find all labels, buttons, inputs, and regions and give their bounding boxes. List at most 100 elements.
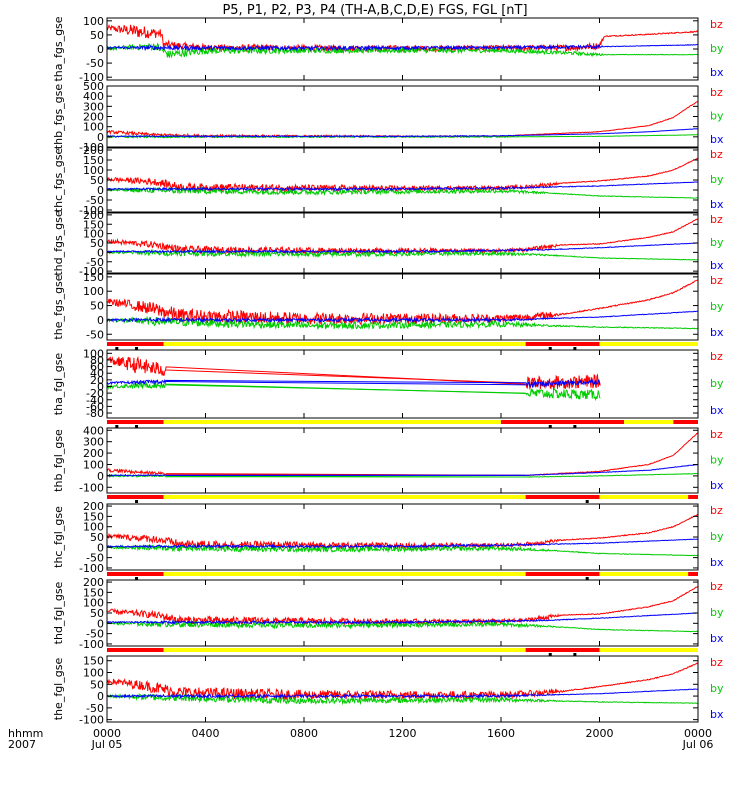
series-by-line: [107, 543, 698, 557]
series-bx-line: [107, 310, 698, 324]
panel-legend: bz by bx: [710, 656, 724, 721]
y-tick-label: 100: [83, 521, 104, 534]
legend-bz: bz: [710, 274, 723, 287]
panel-legend: bz by bx: [710, 213, 724, 272]
series-by-line: [107, 315, 698, 331]
mode-bar: [107, 495, 698, 503]
y-tick-label: -100: [79, 204, 104, 217]
mode-bar: [107, 648, 698, 656]
mode-bar-segment: [163, 342, 526, 346]
mode-bar: [107, 572, 698, 580]
y-tick-label: -100: [79, 141, 104, 154]
legend-by: by: [710, 236, 724, 249]
y-tick-label: 0: [97, 617, 104, 630]
mode-bar-mark: [548, 347, 552, 350]
x-tick-label: 1200: [389, 727, 417, 740]
x-tick-label: 0400: [192, 727, 220, 740]
y-tick-label: 200: [83, 447, 104, 460]
mode-bar-segment: [107, 342, 164, 346]
y-tick-label: -100: [79, 71, 104, 84]
legend-by: by: [710, 606, 724, 619]
y-tick-label: 500: [83, 80, 104, 93]
legend-bx: bx: [710, 556, 724, 569]
series-by-line: [107, 381, 601, 402]
series-bz-line: [107, 355, 601, 391]
panel-ylabel: thc_fgl_gse: [52, 506, 65, 568]
mode-bar: [107, 342, 698, 350]
y-tick-label: 100: [83, 285, 104, 298]
y-tick-label: 150: [83, 271, 104, 284]
y-tick-label: -100: [79, 714, 104, 727]
panel-ylabel: thc_fgs_gse: [52, 148, 65, 213]
x-tick-label: 1600: [487, 727, 515, 740]
panel-legend: bz by bx: [710, 274, 724, 339]
legend-bz: bz: [710, 86, 723, 99]
series-bx-gap-line: [166, 381, 526, 386]
y-tick-label: 50: [90, 237, 104, 250]
legend-by: by: [710, 42, 724, 55]
series-by-gap-line: [166, 475, 526, 478]
series-bx-line: [107, 181, 698, 192]
y-tick-label: 200: [83, 576, 104, 589]
panel-legend: bz by bx: [710, 428, 724, 492]
y-tick-label: -100: [79, 638, 104, 651]
panel-legend: bz by bx: [710, 18, 724, 79]
mode-bar: [107, 420, 698, 428]
y-tick-label: 0: [97, 131, 104, 144]
legend-by: by: [710, 377, 724, 390]
legend-bx: bx: [710, 326, 724, 339]
y-tick-label: 100: [83, 121, 104, 134]
panel-legend: bz by bx: [710, 350, 724, 417]
y-tick-label: 100: [83, 228, 104, 241]
panel-ylabel: thd_fgs_gse: [52, 210, 65, 276]
legend-bx: bx: [710, 708, 724, 721]
x-tick-label: 0000: [684, 727, 712, 740]
y-tick-label: 300: [83, 100, 104, 113]
chart-title: P5, P1, P2, P3, P4 (TH-A,B,C,D,E) FGS, F…: [222, 3, 527, 18]
legend-by: by: [710, 454, 724, 467]
x-tick-label: 2000: [586, 727, 614, 740]
mode-bar-segment: [163, 572, 526, 576]
y-tick-label: 300: [83, 436, 104, 449]
y-tick-label: -50: [86, 702, 104, 715]
y-tick-label: 100: [83, 667, 104, 680]
y-tick-label: -50: [86, 256, 104, 269]
y-tick-label: -100: [79, 481, 104, 494]
y-tick-label: 150: [83, 510, 104, 523]
y-tick-label: -40: [86, 394, 104, 407]
y-tick-label: 400: [83, 424, 104, 437]
panel-ylabel: tha_fgs_gse: [52, 16, 65, 81]
y-tick-label: 0: [97, 184, 104, 197]
panel-ylabel: thb_fgs_gse: [52, 84, 65, 150]
y-tick-label: 50: [90, 531, 104, 544]
panel-legend: bz by bx: [710, 580, 724, 645]
series-bx-line: [107, 538, 698, 550]
legend-bx: bx: [710, 133, 724, 146]
mode-bar-segment: [599, 495, 689, 499]
mode-bar-segment: [107, 648, 164, 652]
series-bx-line: [107, 128, 698, 138]
y-tick-label: 0: [97, 380, 104, 393]
legend-bz: bz: [710, 148, 723, 161]
legend-bx: bx: [710, 404, 724, 417]
legend-bz: bz: [710, 213, 723, 226]
mode-bar-mark: [135, 425, 139, 428]
y-tick-label: -60: [86, 400, 104, 413]
mode-bar-mark: [573, 653, 577, 656]
y-tick-label: -50: [86, 552, 104, 565]
panel-ylabel: the_fgs_gse: [52, 274, 65, 339]
panel-ylabel: the_fgl_gse: [52, 658, 65, 721]
y-tick-label: 0: [97, 246, 104, 259]
legend-bz: bz: [710, 504, 723, 517]
legend-bz: bz: [710, 656, 723, 669]
series-bx-line: [107, 464, 698, 477]
y-tick-label: -50: [86, 194, 104, 207]
y-tick-label: 200: [83, 111, 104, 124]
x-date-label: Jul 06: [682, 738, 714, 751]
x-tick-label: 0800: [290, 727, 318, 740]
